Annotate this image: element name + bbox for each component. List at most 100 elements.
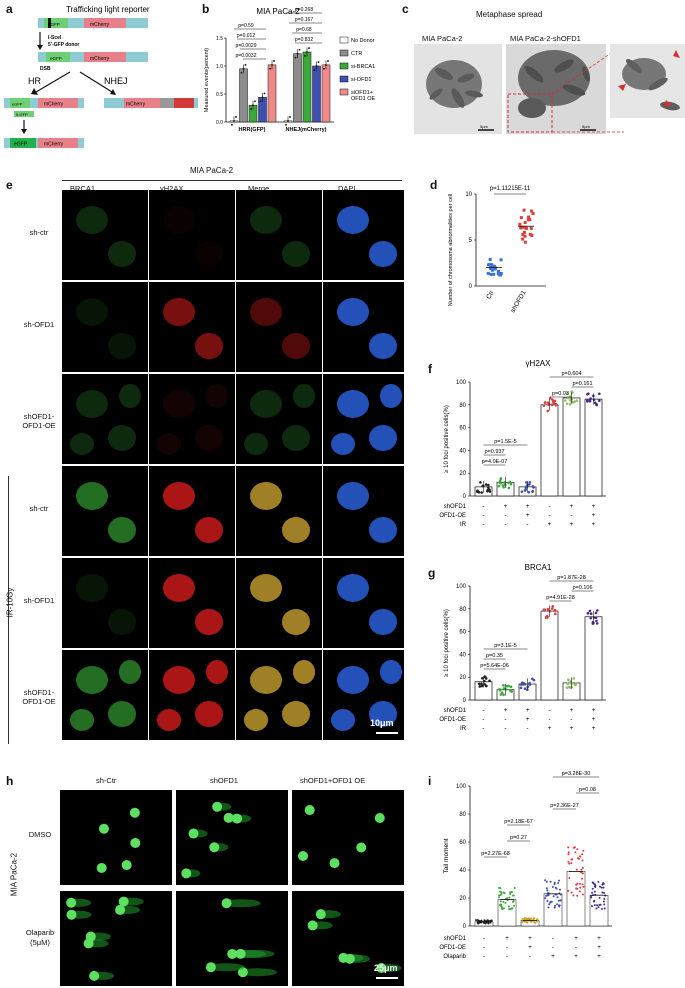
i-point (511, 894, 514, 897)
i-point (545, 894, 548, 897)
panel_f-point (586, 399, 589, 402)
panel_f-point (480, 491, 483, 494)
mcherry-label: mCherry (90, 22, 110, 28)
panel_f-row-value: + (526, 503, 530, 510)
comet-head (374, 813, 385, 824)
panel_g-point (502, 687, 506, 690)
i-row-value: + (597, 953, 601, 960)
panel_f-row-value: - (548, 512, 550, 519)
panel_g-point (550, 607, 554, 610)
b-legend-swatch (339, 62, 349, 70)
d-point (499, 271, 503, 275)
i-point (594, 884, 597, 887)
panel_g-row-value: - (526, 725, 528, 732)
d-point (528, 232, 532, 236)
nucleus (331, 433, 355, 455)
nucleus (369, 425, 397, 451)
i-point (508, 896, 511, 899)
d-point (492, 272, 496, 276)
panel_g-point (567, 678, 570, 681)
i-row-value: + (505, 935, 509, 942)
d-point (486, 271, 490, 275)
i-point (544, 897, 547, 900)
comet-head (98, 823, 109, 834)
panel_f-point (548, 397, 552, 400)
i-row-label: OFD1-OE (439, 945, 466, 951)
panel_g-row-value: + (592, 716, 596, 723)
arrow-2-head (21, 129, 27, 134)
d-point (489, 267, 493, 271)
panel_g-pvalue: p=0.35 (486, 653, 503, 659)
d-point (523, 234, 527, 238)
i-point (545, 887, 548, 890)
b-ytick-label: 1.0 (216, 64, 223, 70)
b-legend-label: CTR (351, 51, 362, 57)
nucleus (76, 298, 108, 326)
i-point (546, 900, 549, 903)
panel_g-point (509, 685, 513, 689)
i-point (557, 882, 560, 885)
panel_g-point (548, 609, 552, 613)
b-point (254, 100, 256, 103)
panel_g-row-label: shOFD1 (444, 708, 467, 714)
nucleus (76, 390, 108, 418)
panel_f-point (527, 490, 531, 494)
b-ytick-label: 0.0 (216, 120, 223, 126)
i-point (521, 920, 524, 923)
i-point (603, 903, 606, 906)
nucleus (195, 333, 223, 359)
i-point (570, 858, 573, 861)
panel_g-point (594, 616, 598, 620)
i-point (592, 900, 595, 903)
b-point (315, 65, 318, 67)
panel_f-point (499, 482, 502, 485)
micrograph-tile (62, 374, 148, 464)
panel-e-col-3: DAPI (338, 184, 356, 193)
comet-head (315, 909, 326, 920)
panel_g-ytick-label: 100 (456, 584, 467, 590)
micrograph-tile (149, 190, 235, 280)
panel_f-point (525, 481, 528, 484)
i-point (556, 903, 559, 906)
i-point (551, 885, 554, 888)
i-point (591, 905, 594, 908)
panel-letter-c: c (402, 2, 409, 16)
b-point (308, 47, 310, 49)
panel_f-point (532, 486, 535, 489)
panel_g-pvalue: p=1.87E-28 (557, 575, 586, 581)
b-pvalue-hrr: p=0.012 (237, 33, 255, 39)
i-point (555, 887, 558, 890)
panel_f-row-value: - (526, 521, 528, 528)
panel_f-point (503, 481, 506, 484)
comet-head (212, 801, 223, 812)
rep-gfp (10, 138, 36, 148)
i-point (509, 891, 512, 894)
d-point (522, 208, 526, 212)
i-point (553, 883, 556, 886)
nucleus (206, 660, 228, 684)
b-bar (293, 53, 302, 123)
i-point (553, 906, 556, 909)
i-pvalue: p=0.27 (510, 835, 527, 841)
panel_f-row-value: + (592, 512, 596, 519)
d-pvalue: p=1.11215E-11 (490, 186, 531, 192)
d-point (493, 267, 497, 271)
cut-egfp-label: eGFP (50, 56, 62, 61)
panel_g-point (510, 690, 514, 693)
i-point (595, 907, 598, 910)
b-point (304, 55, 306, 57)
chromosomes-shofd1 (518, 50, 590, 118)
egfp-label: eGFP (48, 22, 60, 27)
micrograph-tile (323, 282, 404, 372)
i-point (579, 886, 582, 889)
i-point (499, 890, 502, 893)
panel-h-image-grid (60, 790, 404, 986)
comet-head (223, 812, 234, 823)
panel-c-right-label: MIA PaCa-2-shOFD1 (510, 34, 581, 43)
b-pvalue-hrr: p=0.0029 (236, 43, 257, 49)
panel_g-row-value: - (482, 725, 484, 732)
panel_g-point (484, 677, 488, 680)
panel_f-row-value: + (526, 512, 530, 519)
i-row-label: shOFD1 (444, 936, 467, 942)
nucleus (282, 701, 310, 727)
